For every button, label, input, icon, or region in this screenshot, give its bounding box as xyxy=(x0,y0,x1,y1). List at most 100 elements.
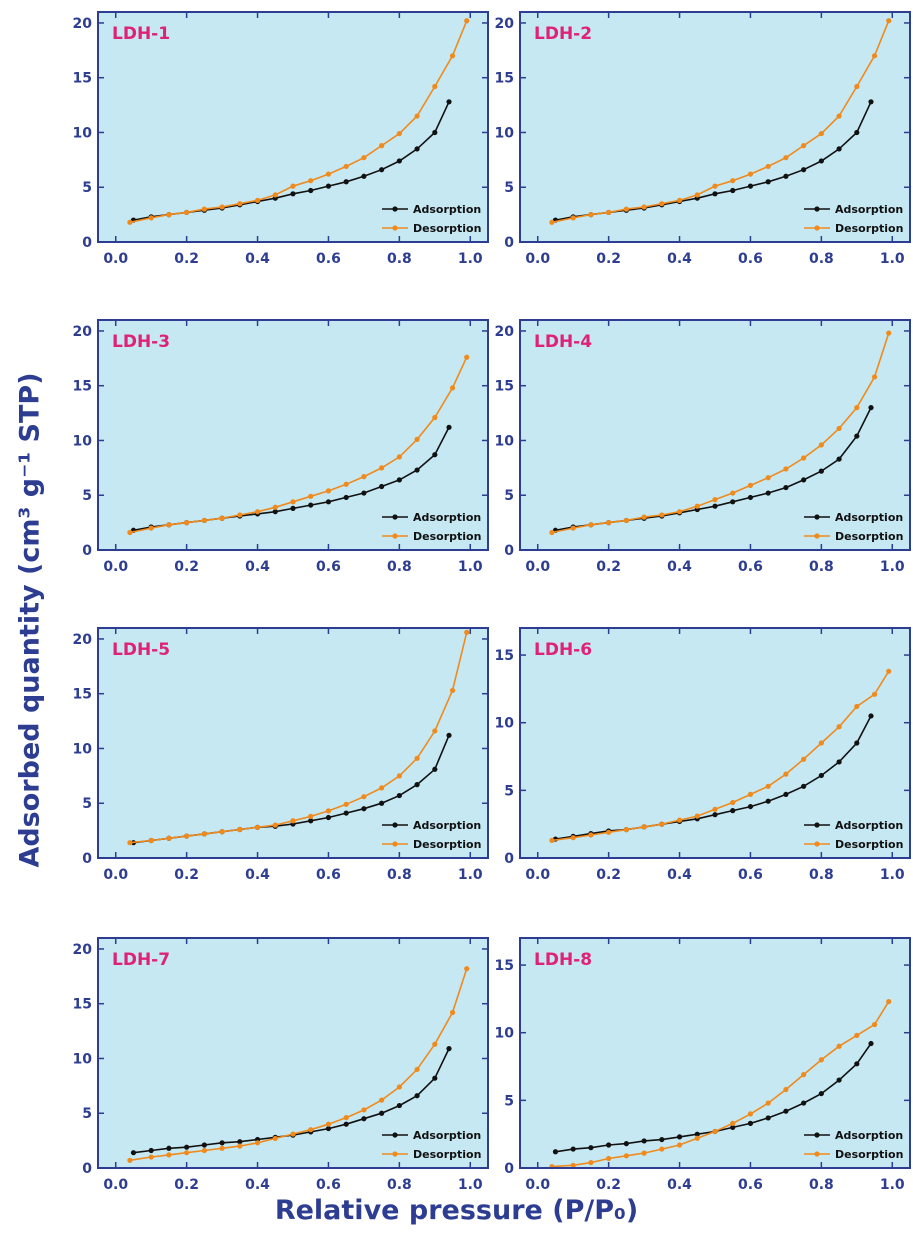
data-point-adsorption xyxy=(765,179,771,185)
legend-label-desorption: Desorption xyxy=(835,222,903,235)
y-tick-label: 0 xyxy=(82,851,92,867)
data-point-desorption xyxy=(325,1121,332,1127)
data-point-adsorption xyxy=(414,146,420,152)
data-point-adsorption xyxy=(184,1144,190,1150)
data-point-desorption xyxy=(623,206,629,212)
data-point-adsorption xyxy=(868,405,874,411)
legend-marker-adsorption xyxy=(392,206,398,212)
x-tick-label: 0.0 xyxy=(103,1177,128,1193)
data-point-desorption xyxy=(343,801,349,807)
data-point-desorption xyxy=(801,756,807,762)
data-point-desorption xyxy=(449,1009,456,1016)
data-point-adsorption xyxy=(747,803,754,810)
data-point-desorption xyxy=(219,1145,225,1151)
data-point-adsorption xyxy=(166,1145,172,1151)
data-point-desorption xyxy=(659,1146,665,1152)
legend-label-desorption: Desorption xyxy=(413,1148,481,1161)
data-point-desorption xyxy=(623,1153,629,1159)
data-point-desorption xyxy=(606,1155,612,1162)
data-point-adsorption xyxy=(588,1145,594,1151)
y-tick-label: 15 xyxy=(495,71,514,87)
y-tick-label: 5 xyxy=(504,1093,514,1109)
data-point-adsorption xyxy=(836,146,842,152)
plot-area xyxy=(98,320,488,550)
chart-panel-4: 0.0 0.2 0.4 0.6 0.8 1.0 0 5 10 15 20 LDH-4 Adsorptio… xyxy=(495,319,911,575)
x-tick-label: 1.0 xyxy=(880,1177,905,1193)
data-point-desorption xyxy=(184,1150,190,1156)
x-tick-label: 0.8 xyxy=(387,251,412,267)
data-point-desorption xyxy=(343,1115,349,1121)
data-point-desorption xyxy=(549,837,555,844)
data-point-desorption xyxy=(237,1143,243,1149)
data-point-desorption xyxy=(801,1072,807,1078)
data-point-desorption xyxy=(676,509,683,515)
plot-frame xyxy=(519,11,911,243)
y-tick-label: 0 xyxy=(504,1161,514,1177)
data-point-adsorption xyxy=(414,1093,420,1099)
data-point-desorption xyxy=(836,425,842,432)
data-point-desorption xyxy=(659,201,665,207)
legend-label-adsorption: Adsorption xyxy=(413,1129,481,1142)
data-point-adsorption xyxy=(237,1139,243,1145)
legend-label-desorption: Desorption xyxy=(413,530,481,543)
data-point-desorption xyxy=(854,1032,860,1039)
data-point-adsorption xyxy=(396,158,402,164)
x-tick-label: 0.4 xyxy=(245,251,270,267)
data-point-desorption xyxy=(730,490,736,496)
data-point-desorption xyxy=(308,493,314,499)
x-tick-label: 1.0 xyxy=(458,559,483,575)
data-point-desorption xyxy=(379,465,385,471)
data-point-adsorption xyxy=(308,502,314,508)
data-point-desorption xyxy=(886,668,892,674)
data-point-desorption xyxy=(588,832,594,838)
data-point-desorption xyxy=(308,178,314,184)
data-point-desorption xyxy=(414,1066,420,1073)
y-tick-label: 5 xyxy=(504,488,514,504)
data-point-desorption xyxy=(290,1131,296,1137)
data-point-desorption xyxy=(379,785,385,791)
legend-marker-adsorption xyxy=(814,206,820,212)
data-point-adsorption xyxy=(396,792,402,799)
legend-marker-adsorption xyxy=(814,822,820,828)
data-point-desorption xyxy=(549,529,555,536)
legend-marker-desorption xyxy=(392,1151,398,1157)
data-point-desorption xyxy=(886,18,892,24)
legend-label-adsorption: Adsorption xyxy=(835,1129,903,1142)
legend-marker-desorption xyxy=(814,1151,820,1157)
data-point-adsorption xyxy=(783,173,789,179)
data-point-adsorption xyxy=(219,1140,225,1146)
data-point-desorption xyxy=(712,497,718,503)
legend-label-adsorption: Adsorption xyxy=(413,819,481,832)
data-point-desorption xyxy=(201,517,207,524)
legend-marker-adsorption xyxy=(814,514,820,520)
x-tick-label: 0.2 xyxy=(174,1177,199,1193)
data-point-desorption xyxy=(308,1127,314,1133)
data-point-adsorption xyxy=(712,503,718,509)
data-point-adsorption xyxy=(290,505,296,511)
y-tick-label: 0 xyxy=(504,543,514,559)
panel-title: LDH-8 xyxy=(534,950,592,970)
y-tick-label: 20 xyxy=(73,324,93,340)
data-point-adsorption xyxy=(130,1150,137,1156)
data-point-adsorption xyxy=(730,187,736,194)
legend-marker-desorption xyxy=(392,533,398,539)
legend-marker-desorption xyxy=(392,841,398,847)
data-point-desorption xyxy=(166,835,172,841)
data-point-adsorption xyxy=(854,433,860,439)
x-tick-label: 0.2 xyxy=(596,559,621,575)
y-tick-label: 5 xyxy=(504,783,514,799)
legend-marker-desorption xyxy=(392,225,398,231)
series-line-desorption xyxy=(129,968,468,1162)
y-tick-label: 15 xyxy=(73,379,92,395)
data-point-adsorption xyxy=(432,452,438,458)
x-tick-label: 0.6 xyxy=(738,867,763,883)
data-point-desorption xyxy=(308,813,314,819)
data-point-desorption xyxy=(379,143,385,149)
series-line-desorption xyxy=(129,356,468,534)
data-point-desorption xyxy=(641,1150,647,1156)
x-axis-title: Relative pressure (P/P₀) xyxy=(274,1195,639,1226)
y-tick-label: 20 xyxy=(73,16,93,32)
data-point-desorption xyxy=(871,374,878,380)
x-tick-label: 0.8 xyxy=(387,867,412,883)
